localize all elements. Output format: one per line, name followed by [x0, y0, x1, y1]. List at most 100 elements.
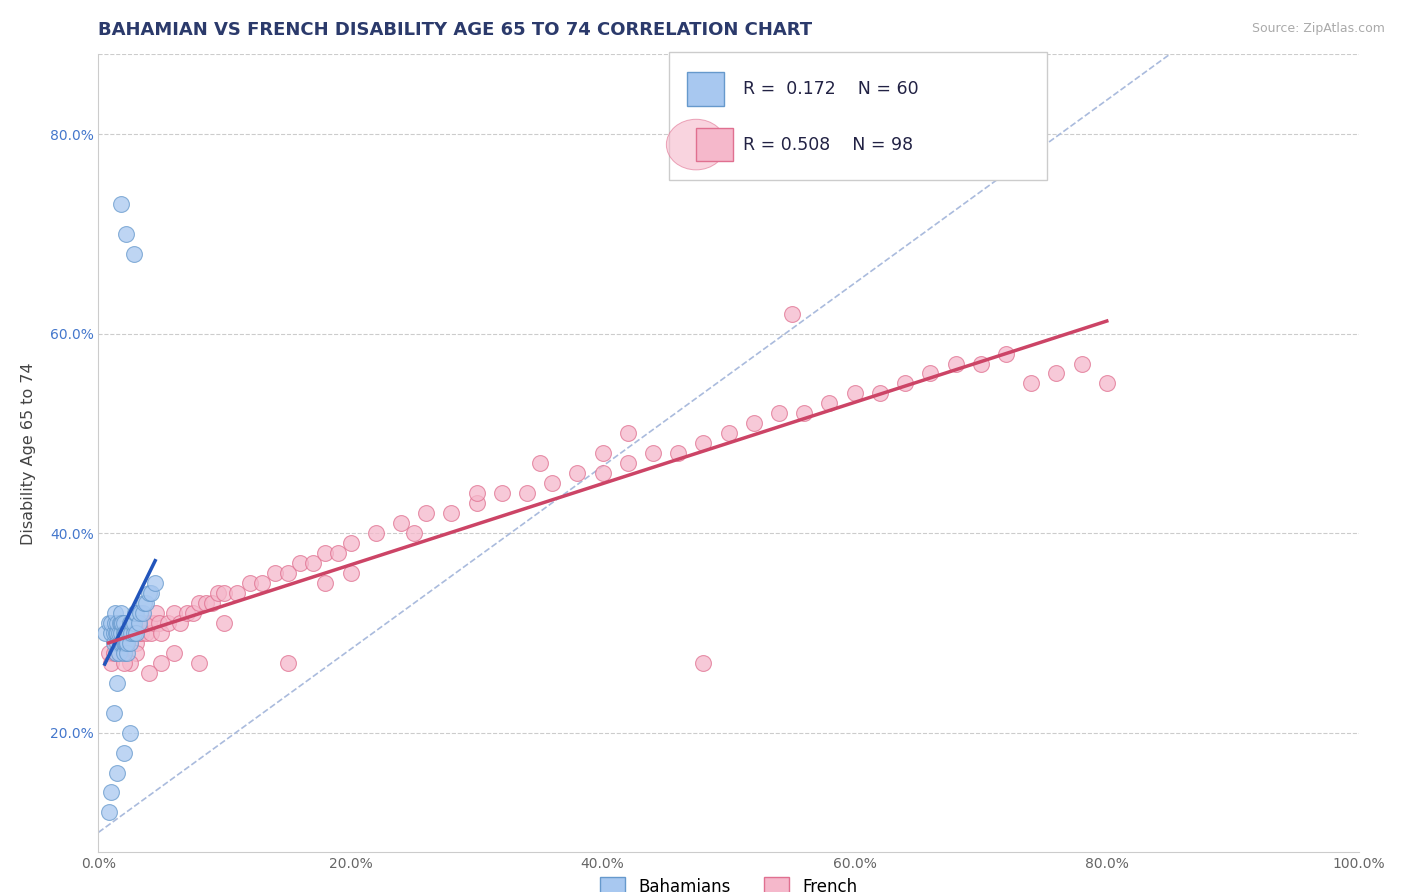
Point	[112, 646, 135, 660]
Point	[100, 625, 122, 640]
Point	[314, 546, 336, 560]
Point	[117, 646, 139, 660]
Point	[143, 576, 166, 591]
Point	[567, 467, 589, 481]
Point	[592, 467, 614, 481]
Point	[112, 615, 135, 630]
Point	[110, 606, 132, 620]
Point	[301, 556, 323, 570]
Point	[105, 625, 128, 640]
Point	[339, 566, 361, 580]
Point	[717, 426, 740, 441]
Point	[117, 636, 139, 650]
Point	[128, 625, 150, 640]
Point	[1019, 376, 1042, 391]
Point	[141, 586, 163, 600]
Point	[314, 576, 336, 591]
Point	[793, 406, 815, 420]
Point	[194, 596, 217, 610]
Point	[163, 646, 186, 660]
Point	[120, 625, 142, 640]
Point	[104, 615, 127, 630]
Point	[970, 357, 993, 371]
Point	[148, 615, 170, 630]
Point	[103, 646, 125, 660]
Point	[844, 386, 866, 401]
Point	[692, 656, 714, 670]
Point	[112, 636, 135, 650]
Point	[118, 625, 141, 640]
Point	[226, 586, 249, 600]
Point	[97, 805, 120, 820]
Point	[112, 625, 135, 640]
Point	[125, 625, 148, 640]
Legend: Bahamians, French: Bahamians, French	[593, 871, 865, 892]
Point	[138, 665, 160, 680]
Point	[118, 656, 141, 670]
Point	[118, 615, 141, 630]
Point	[104, 636, 127, 650]
Point	[132, 596, 155, 610]
Point	[97, 646, 120, 660]
Point	[188, 596, 211, 610]
Point	[112, 656, 135, 670]
Point	[768, 406, 790, 420]
Point	[516, 486, 538, 500]
Point	[114, 625, 136, 640]
Point	[288, 556, 311, 570]
Point	[176, 606, 198, 620]
Point	[1070, 357, 1092, 371]
Point	[666, 446, 689, 460]
Point	[945, 357, 967, 371]
Point	[111, 615, 134, 630]
Text: BAHAMIAN VS FRENCH DISABILITY AGE 65 TO 74 CORRELATION CHART: BAHAMIAN VS FRENCH DISABILITY AGE 65 TO …	[98, 21, 813, 39]
Point	[617, 426, 640, 441]
Point	[104, 606, 127, 620]
Point	[110, 625, 132, 640]
Point	[128, 615, 150, 630]
Point	[107, 646, 129, 660]
Point	[115, 625, 138, 640]
Point	[692, 436, 714, 450]
Point	[125, 606, 148, 620]
Y-axis label: Disability Age 65 to 74: Disability Age 65 to 74	[21, 362, 35, 545]
Point	[114, 636, 136, 650]
Point	[264, 566, 287, 580]
Point	[115, 636, 138, 650]
Point	[132, 615, 155, 630]
Point	[110, 615, 132, 630]
Point	[108, 615, 131, 630]
Point	[465, 496, 488, 510]
Point	[131, 606, 153, 620]
Point	[252, 576, 274, 591]
Point	[156, 615, 179, 630]
Point	[120, 625, 142, 640]
Point	[112, 746, 135, 760]
Point	[276, 566, 298, 580]
Point	[107, 646, 129, 660]
Point	[122, 247, 145, 261]
Point	[105, 636, 128, 650]
Point	[592, 446, 614, 460]
Point	[110, 197, 132, 211]
Point	[131, 625, 153, 640]
Point	[894, 376, 917, 391]
Point	[465, 486, 488, 500]
Point	[389, 516, 412, 530]
Point	[214, 586, 236, 600]
Point	[141, 625, 163, 640]
Point	[402, 526, 425, 541]
Point	[115, 227, 138, 241]
Point	[326, 546, 349, 560]
Point	[125, 636, 148, 650]
Point	[105, 675, 128, 690]
Point	[188, 656, 211, 670]
Point	[111, 636, 134, 650]
Point	[150, 625, 173, 640]
Point	[115, 625, 138, 640]
Point	[105, 646, 128, 660]
Point	[920, 367, 942, 381]
Point	[103, 706, 125, 720]
Point	[276, 656, 298, 670]
Point	[105, 646, 128, 660]
